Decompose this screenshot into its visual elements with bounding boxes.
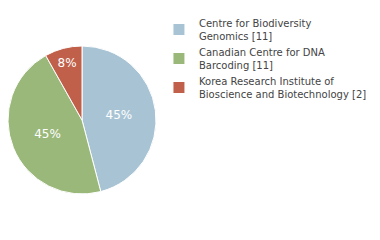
svg-text:Korea Research Institute ofBio: Korea Research Institute ofBioscience an… xyxy=(199,76,366,100)
svg-text:8%: 8% xyxy=(58,56,77,70)
svg-text:Canadian Centre for DNABarcodi: Canadian Centre for DNABarcoding [11] xyxy=(199,47,325,71)
svg-text:Centre for BiodiversityGenomic: Centre for BiodiversityGenomics [11] xyxy=(199,18,312,42)
svg-text:45%: 45% xyxy=(34,127,61,141)
svg-text:45%: 45% xyxy=(106,108,133,122)
